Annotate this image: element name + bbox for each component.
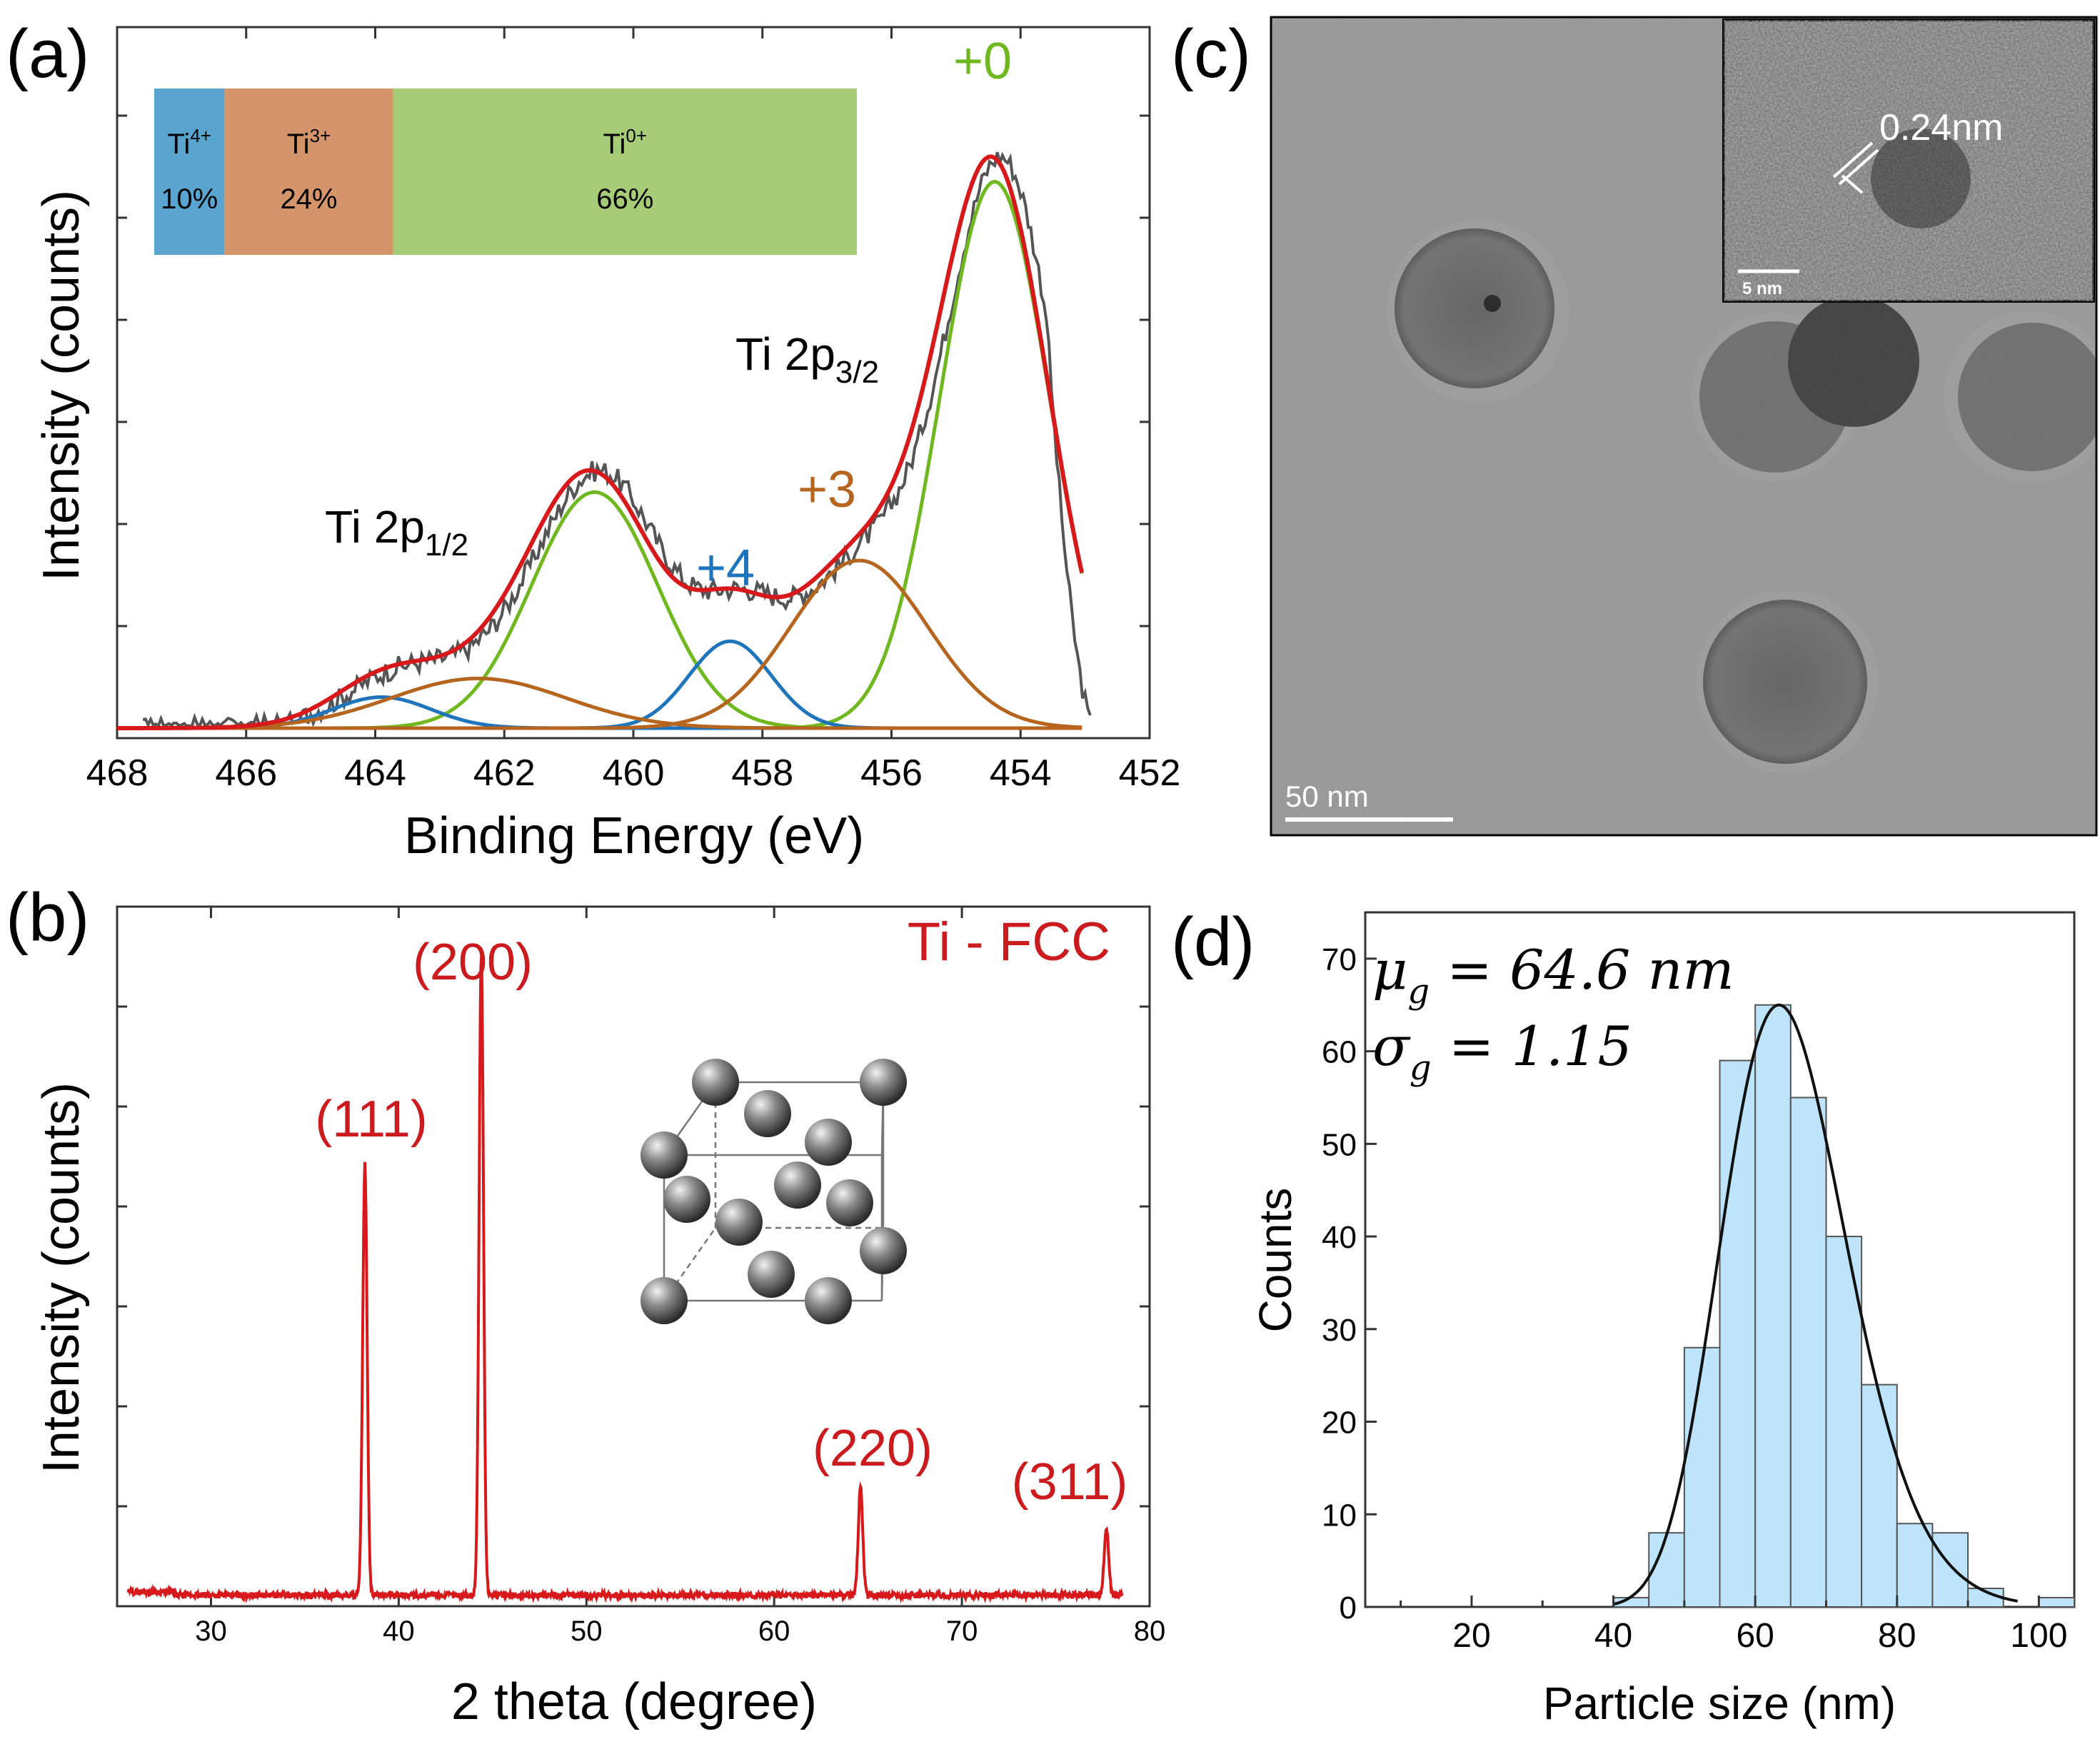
xps-x-tick-label: 454 — [990, 752, 1052, 794]
histogram-y-axis-label: Counts — [1250, 1188, 1301, 1333]
xps-x-tick-label: 466 — [215, 752, 277, 794]
histogram-y-tick-label: 10 — [1322, 1498, 1357, 1533]
xrd-x-tick-label: 80 — [1134, 1615, 1166, 1647]
xps-chart: 468 466 464 462 460 458 456 454 452 Ti4+ 10% Ti3… — [33, 26, 1181, 865]
panel-label-c: (c) — [1171, 16, 1251, 92]
xps-fit-envelope — [117, 154, 1085, 730]
histogram-x-axis-label: Particle size (nm) — [1543, 1678, 1896, 1729]
xps-x-tick-label: 452 — [1119, 752, 1181, 794]
histogram-bar — [1931, 1532, 1969, 1608]
tem-micrograph: 0.24nm 5 nm 50 nm — [1271, 17, 2096, 835]
tem-lattice-spacing: 0.24nm — [1879, 107, 2003, 148]
xps-x-tick-label: 456 — [860, 752, 923, 794]
xps-x-tick-label: 468 — [86, 752, 149, 794]
xrd-chart: 30 40 50 60 70 80 Ti - FCC (111) (200) (220) … — [33, 905, 1165, 1730]
histogram-bar — [1789, 1097, 1827, 1608]
composition-segment-ti4 — [154, 89, 225, 255]
composition-segment-ti0 — [393, 89, 857, 255]
xrd-x-axis-label: 2 theta (degree) — [451, 1673, 817, 1730]
xps-x-tick-label: 462 — [473, 752, 536, 794]
histogram-y-tick-label: 70 — [1322, 942, 1357, 977]
histogram-bar — [1861, 1383, 1898, 1608]
xrd-plot-frame — [116, 905, 1151, 1608]
xps-y-ticks — [117, 114, 1150, 627]
histogram-y-tick-label: 20 — [1322, 1406, 1357, 1441]
panel-label-b: (b) — [6, 879, 89, 956]
composition-label-ti3: Ti3+ — [287, 125, 331, 160]
xrd-peak-label-200: (200) — [413, 934, 533, 991]
composition-label-ti0: Ti0+ — [603, 125, 648, 160]
xps-component-curve — [117, 490, 1082, 730]
tem-inset-scale-bar: 5 nm — [1742, 279, 1782, 298]
xrd-title: Ti - FCC — [908, 912, 1110, 972]
xps-label-plus0: +0 — [953, 33, 1012, 90]
xrd-x-tick-label: 60 — [758, 1615, 790, 1647]
xps-x-tick-label: 460 — [603, 752, 665, 794]
xrd-x-tick-label: 40 — [383, 1615, 415, 1647]
xps-label-ti2p32: Ti 2p3/2 — [735, 328, 879, 390]
histogram-y-tick-label: 0 — [1340, 1591, 1357, 1625]
composition-bar: Ti4+ 10% Ti3+ 24% Ti0+ 66% — [154, 89, 857, 255]
composition-pct-ti4: 10% — [161, 183, 218, 215]
composition-pct-ti3: 24% — [280, 183, 337, 215]
xps-label-plus4: +4 — [696, 540, 755, 597]
xps-label-ti2p12: Ti 2p1/2 — [325, 501, 468, 563]
histogram-bar — [1683, 1346, 1721, 1608]
histogram-bar — [1896, 1523, 1934, 1608]
xps-axis-ticks: 468 466 464 462 460 458 456 454 452 — [86, 27, 1181, 794]
xrd-x-tick-label: 70 — [946, 1615, 978, 1647]
xrd-y-axis-label: Intensity (counts) — [33, 1082, 90, 1473]
stat-mu-g: μg = 64.6 nm — [1372, 938, 1734, 1012]
xrd-peak-label-220: (220) — [813, 1420, 933, 1477]
fcc-unit-cell-illustration — [640, 1059, 907, 1324]
xps-component-curve — [117, 676, 1082, 730]
xrd-x-tick-label: 50 — [571, 1615, 603, 1647]
histogram-axis-ticks: 20 40 60 80 100 0 10 20 30 40 50 60 70 — [1322, 942, 2067, 1655]
histogram-bar — [2038, 1597, 2076, 1608]
composition-segment-ti3 — [224, 89, 393, 255]
panel-label-d: (d) — [1171, 904, 1255, 980]
tem-scale-bar-label: 50 nm — [1285, 780, 1369, 813]
stat-sigma-g: σg = 1.15 — [1372, 1014, 1632, 1088]
xps-component-curve — [117, 639, 1082, 730]
xrd-x-tick-label: 30 — [195, 1615, 227, 1647]
histogram-bar — [1754, 1004, 1792, 1608]
histogram-x-tick-label: 40 — [1594, 1617, 1632, 1655]
histogram-bar — [1719, 1059, 1757, 1608]
histogram-x-tick-label: 20 — [1452, 1617, 1490, 1655]
xps-component-curve — [117, 179, 1084, 730]
histogram-x-tick-label: 80 — [1878, 1617, 1916, 1655]
tem-frame — [1270, 16, 2098, 837]
xps-raw-spectrum — [142, 151, 1092, 729]
xrd-pattern — [126, 956, 1124, 1604]
histogram-y-tick-label: 50 — [1322, 1127, 1357, 1162]
xps-x-axis-label: Binding Energy (eV) — [404, 807, 864, 865]
xrd-axis-ticks: 30 40 50 60 70 80 — [195, 907, 1165, 1647]
composition-label-ti4: Ti4+ — [167, 125, 211, 160]
histogram-y-tick-label: 30 — [1322, 1313, 1357, 1348]
xps-y-axis-label: Intensity (counts) — [33, 190, 90, 581]
xps-label-plus3: +3 — [798, 461, 856, 518]
histogram-y-tick-label: 40 — [1322, 1220, 1357, 1255]
histogram-y-tick-label: 60 — [1322, 1035, 1357, 1070]
panel-label-a: (a) — [6, 16, 89, 92]
tem-hrtem-inset: 0.24nm 5 nm — [1722, 19, 2095, 303]
histogram-x-tick-label: 60 — [1736, 1617, 1774, 1655]
xps-x-tick-label: 464 — [344, 752, 406, 794]
composition-pct-ti0: 66% — [596, 183, 653, 215]
xrd-y-ticks — [117, 905, 1150, 1508]
histogram-lognormal-fit — [1613, 1003, 2018, 1606]
xps-component-curve — [117, 558, 1082, 730]
xrd-peak-label-111: (111) — [315, 1091, 427, 1148]
histogram-x-tick-label: 100 — [2010, 1617, 2067, 1655]
xps-x-tick-label: 458 — [731, 752, 793, 794]
histogram-bars — [1612, 1004, 2076, 1608]
xps-fit-components — [117, 179, 1084, 730]
xrd-peak-label-311: (311) — [1012, 1453, 1128, 1511]
histogram-bar — [1648, 1532, 1685, 1608]
